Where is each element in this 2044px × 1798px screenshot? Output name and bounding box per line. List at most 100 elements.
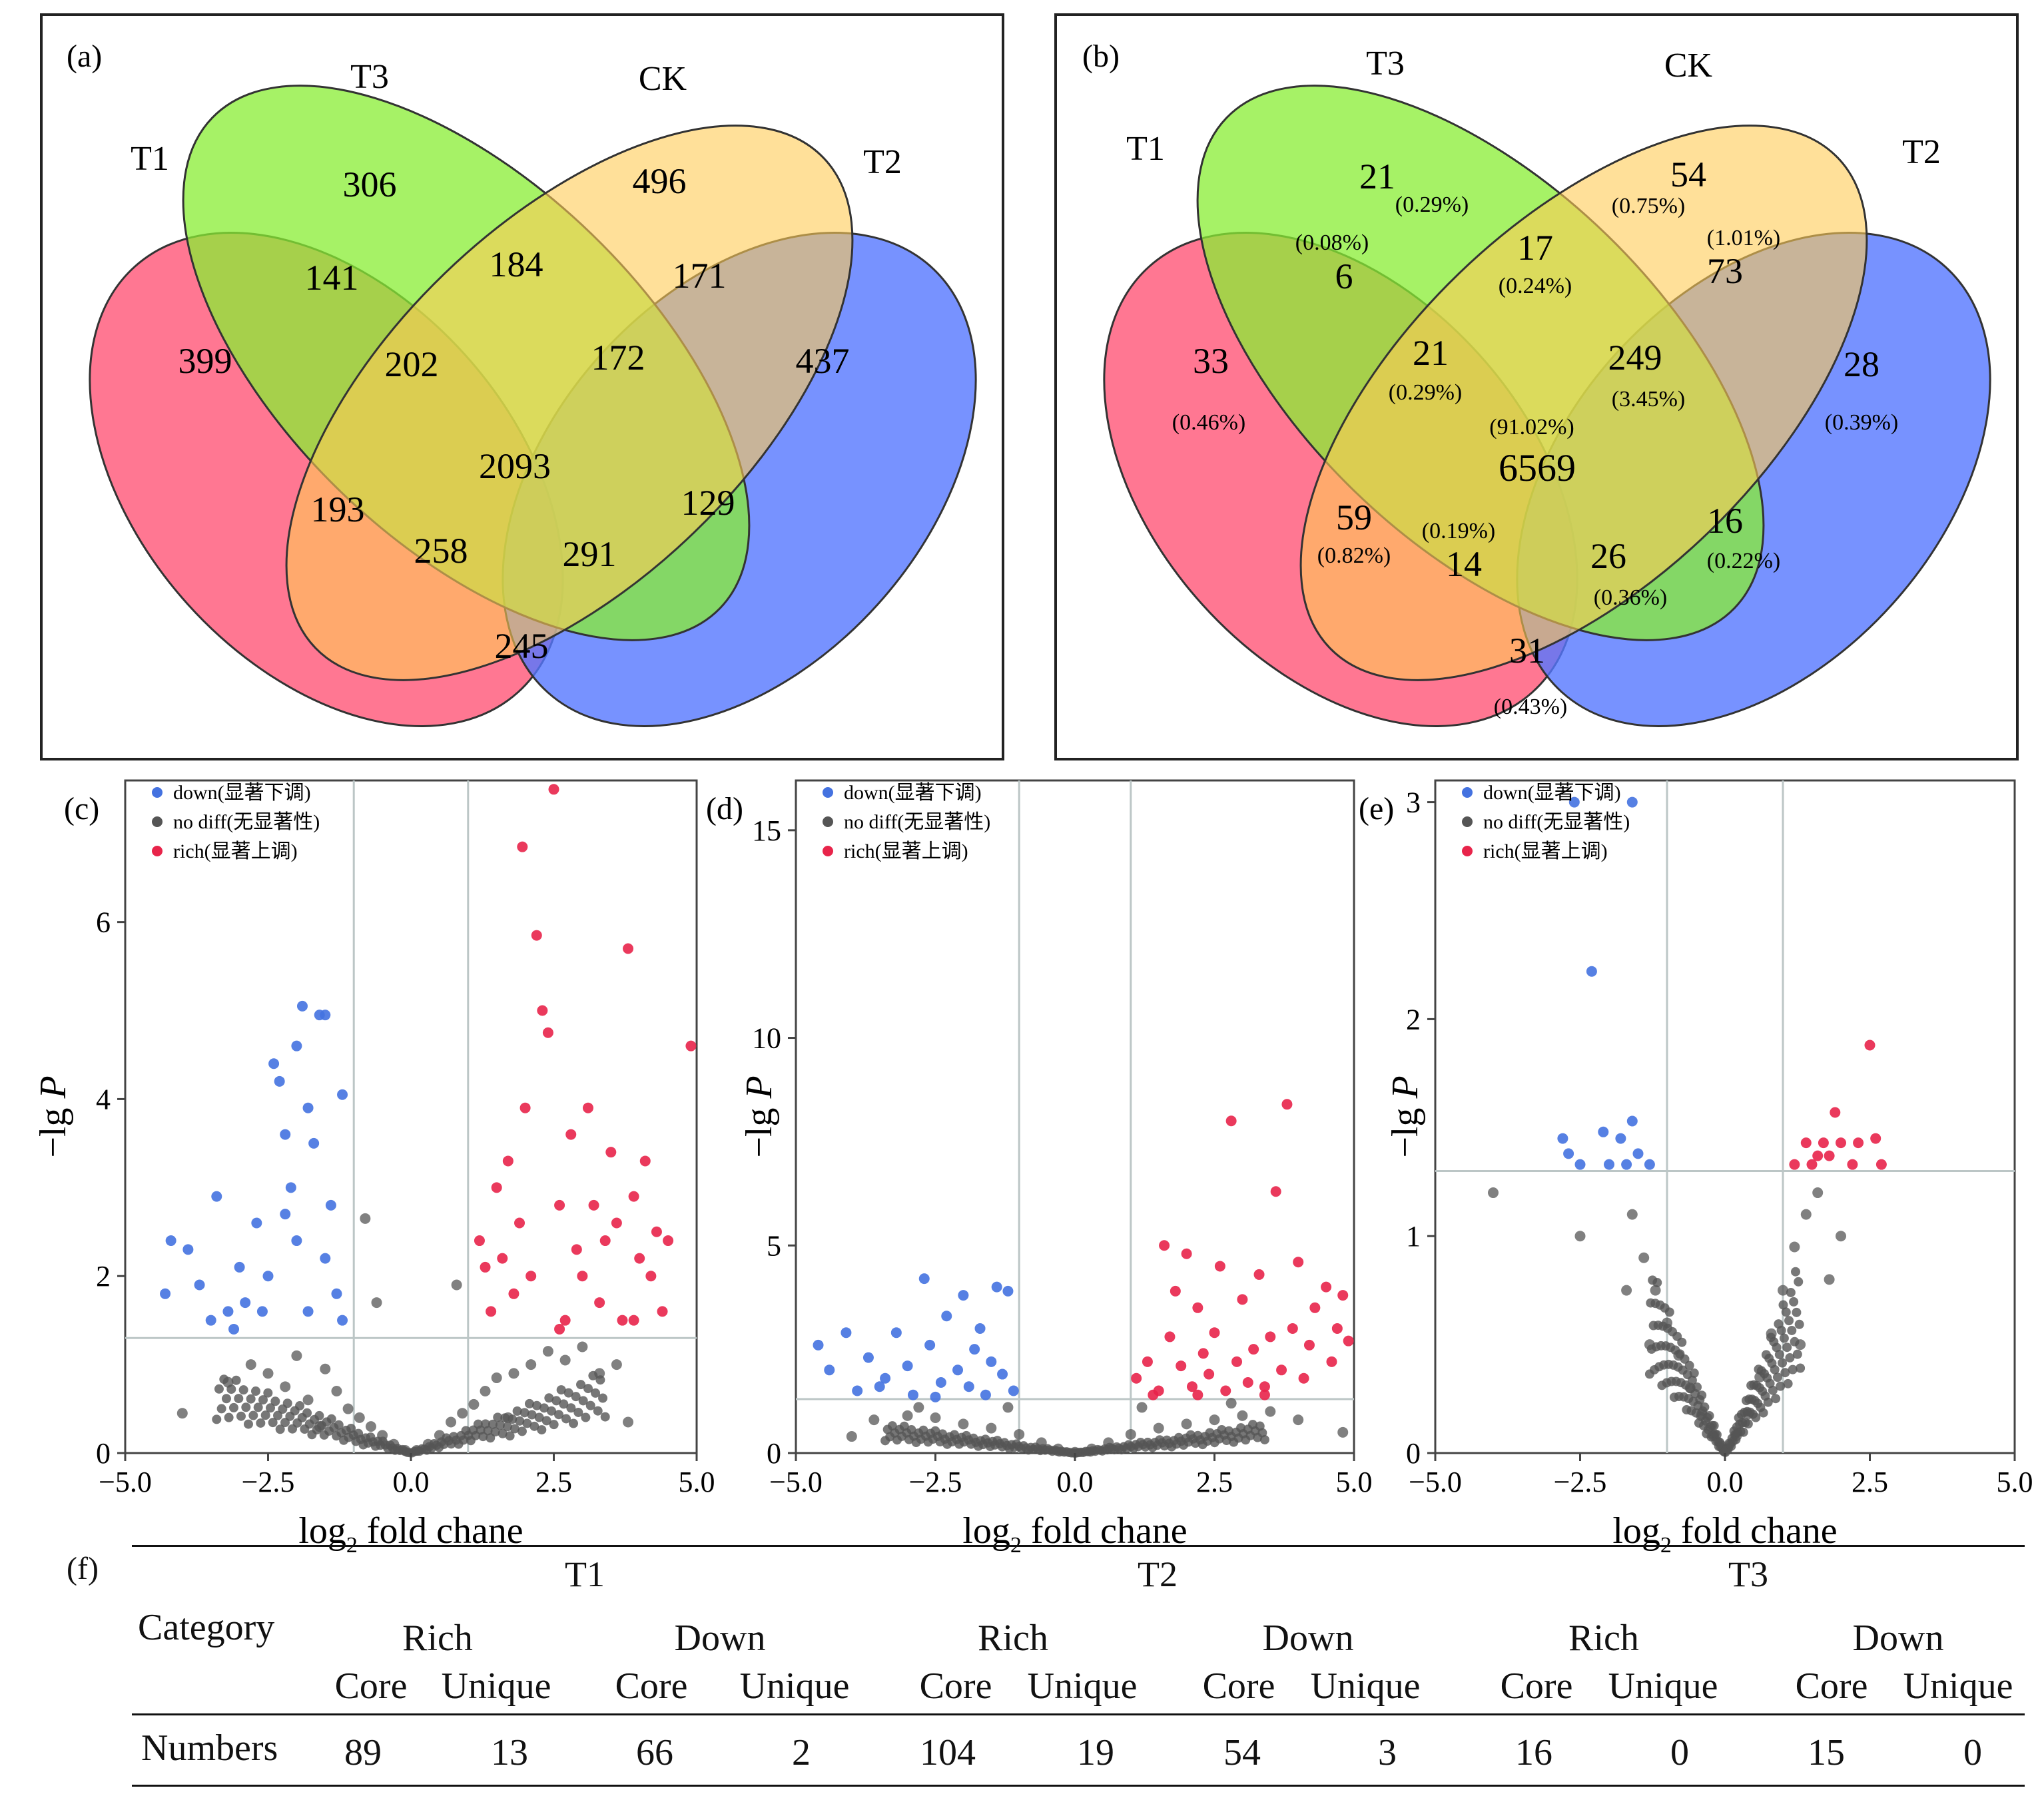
data-point [334,1420,344,1430]
venn-a-T3-T2: 129 [681,483,735,523]
venn-b-T1-CK-T2-n: 14 [1446,544,1482,584]
data-point [302,1408,312,1418]
data-point [508,1368,519,1379]
data-point [1181,1418,1192,1430]
plot-frame [1434,779,2016,1454]
data-point [236,1411,246,1421]
data-point [1680,1354,1690,1364]
data-point [623,943,634,954]
data-point [577,1341,588,1352]
data-point [337,1089,348,1100]
x-tick-label: −2.5 [1554,1466,1607,1498]
data-point [862,1352,874,1363]
y-axis-label: −lg P [33,1075,74,1157]
data-point [594,1297,605,1309]
data-point [502,1155,513,1167]
y-axis-label: −lg P [739,1075,780,1157]
data-point [1008,1385,1019,1396]
data-point [325,1199,336,1211]
venn-a-T1-T3-T2: 291 [563,534,617,574]
y-tick-label: 4 [96,1083,111,1115]
data-point [243,1419,253,1429]
data-point [446,1416,457,1428]
legend-entry: rich(显著上调) [844,840,968,862]
data-point [274,1075,285,1087]
venn-b-CK-T2-p: (1.01%) [1707,226,1780,250]
data-point [522,1418,532,1428]
data-point [182,1244,194,1255]
data-point [588,1370,598,1380]
data-point [1293,1414,1304,1426]
data-point [997,1368,1008,1380]
data-point [245,1359,256,1370]
data-point [517,841,528,852]
data-point [457,1408,468,1419]
data-point [514,1217,525,1229]
data-point [1343,1335,1354,1347]
data-point [573,1407,583,1417]
venn-a-label: (a) [67,39,102,74]
data-point [1248,1344,1259,1355]
venn-a-T1-T3-CK: 202 [385,344,439,384]
data-point [1259,1389,1270,1400]
data-point [554,1199,565,1211]
data-point [1231,1356,1243,1367]
data-point [1875,1159,1887,1170]
data-point [1836,1231,1846,1242]
data-point [285,1182,296,1193]
data-point [221,1394,231,1404]
data-point [505,1431,515,1441]
venn-b-T1-T2-n: 31 [1509,631,1545,671]
plot-frame [124,779,698,1454]
data-point [216,1404,226,1414]
data-point [238,1385,248,1395]
data-point [502,1422,512,1432]
data-point [1792,1307,1802,1317]
data-point [1687,1375,1697,1385]
data-point [1309,1302,1321,1313]
data-point [1864,1040,1875,1051]
data-point [541,1416,551,1426]
data-point [1704,1411,1714,1421]
data-point [512,1406,522,1416]
legend-marker [152,816,163,827]
venn-a-CK-T2: 171 [673,256,727,296]
venn-b-ellipse-CK [1299,125,1868,681]
venn-b-T3-T2-n: 16 [1707,501,1743,541]
data-point [266,1403,276,1413]
data-point [241,1402,251,1412]
data-point [902,1360,913,1372]
data-point [291,1350,302,1361]
data-point [546,1406,556,1416]
y-tick-label: 2 [96,1260,111,1293]
data-point [554,1410,564,1420]
data-point [1488,1187,1499,1199]
data-point [1792,1349,1802,1359]
data-point [1298,1372,1309,1384]
data-point [256,1306,268,1317]
x-tick-label: −2.5 [909,1466,962,1498]
data-point [1192,1389,1203,1400]
volcano-plot-d: (d) −5.0 −2.5 0.0 2.5 5.0 0 5 10 15 log2 fold chan… [706,779,1373,1558]
data-point [1203,1368,1215,1380]
venn-b-T3-p: (0.29%) [1395,192,1469,217]
data-point [527,1410,537,1420]
data-point [1870,1133,1881,1144]
venn-b-T1-T3-n: 6 [1335,256,1353,296]
legend-marker [1462,846,1473,856]
data-point [852,1385,863,1396]
data-point [1598,1126,1609,1137]
venn-b-T1-CK-n: 59 [1336,497,1372,537]
data-point [539,1403,549,1413]
data-point [1242,1377,1253,1388]
data-point [275,1424,285,1434]
data-point [1644,1159,1655,1170]
data-point [263,1388,273,1398]
data-point [508,1414,517,1424]
data-point [1779,1333,1789,1343]
x-axis-label: log2 fold chane [298,1510,523,1558]
data-point [212,1414,222,1424]
data-point [1778,1285,1788,1296]
data-point [219,1374,229,1384]
data-point [1790,1337,1800,1347]
